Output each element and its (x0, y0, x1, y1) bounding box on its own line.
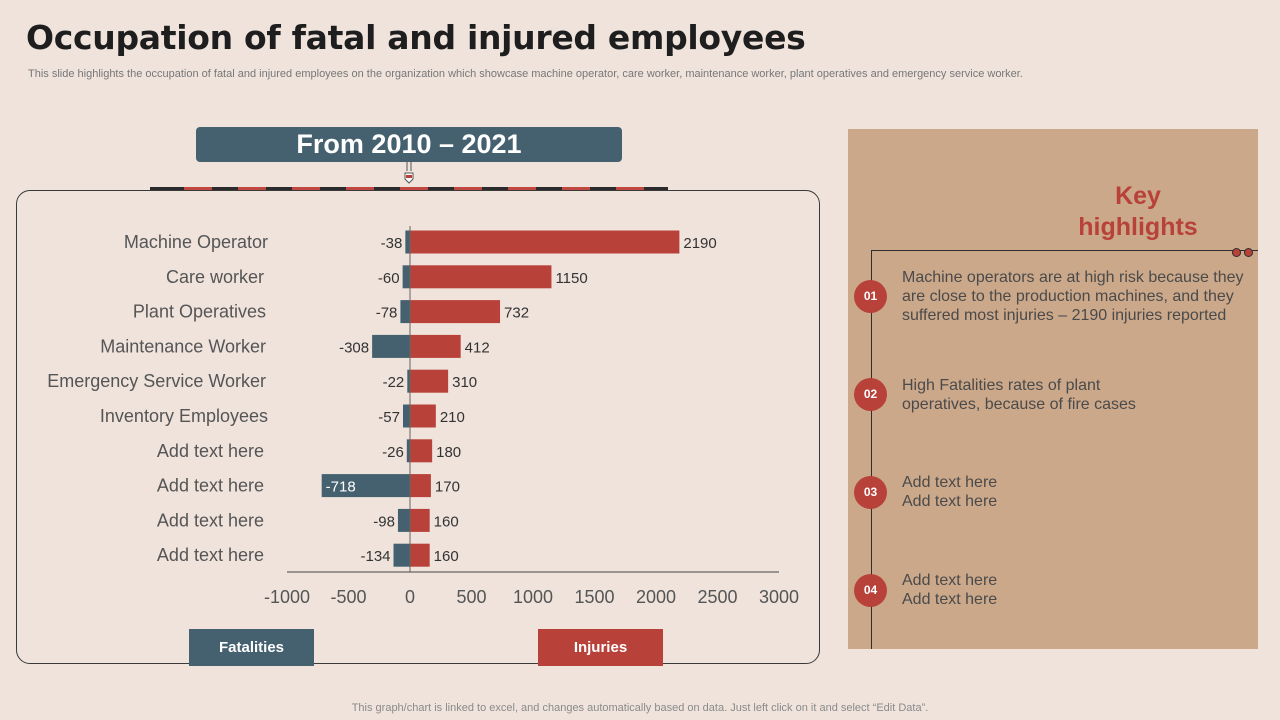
injuries-bar (410, 369, 449, 393)
x-tick-label: 1000 (513, 587, 553, 607)
injuries-bar (410, 508, 430, 532)
fatalities-bar (321, 474, 410, 498)
timeline-dot (1232, 248, 1241, 257)
fatalities-bar (397, 508, 410, 532)
x-tick-label: 500 (456, 587, 486, 607)
legend-injuries: Injuries (538, 629, 663, 666)
highlight-text-04: Add text here Add text here (902, 572, 998, 608)
x-tick-label: -1000 (264, 587, 310, 607)
x-tick-label: -500 (330, 587, 366, 607)
injuries-bar (410, 439, 433, 463)
fatalities-bar (400, 300, 410, 324)
occupation-bar-chart[interactable]: Machine Operator -38 2190 Care worker -60 115… (0, 0, 840, 620)
fatalities-data-label: -134 (360, 548, 390, 565)
fatalities-bar (372, 334, 410, 358)
footer-note: This graph/chart is linked to excel, and… (351, 702, 929, 714)
injuries-data-label: 170 (435, 479, 460, 496)
timeline-dot (1244, 248, 1253, 257)
injuries-bar (410, 300, 501, 324)
fatalities-data-label: -98 (373, 513, 395, 530)
fatalities-bar (402, 265, 410, 289)
injuries-bar (410, 474, 431, 498)
category-label: Machine Operator (124, 232, 268, 252)
injuries-bar (410, 265, 552, 289)
legend-fatalities: Fatalities (189, 629, 314, 666)
injuries-data-label: 310 (452, 374, 477, 391)
injuries-data-label: 1150 (555, 270, 587, 287)
fatalities-bar (405, 230, 410, 254)
category-label: Emergency Service Worker (47, 371, 266, 391)
fatalities-data-label: -78 (376, 305, 398, 322)
x-tick-label: 1500 (574, 587, 614, 607)
category-label: Plant Operatives (133, 302, 266, 322)
fatalities-data-label: -718 (326, 479, 356, 496)
chart-frame (16, 190, 820, 664)
x-tick-label: 2500 (697, 587, 737, 607)
fatalities-bar (406, 439, 410, 463)
category-label: Add text here (157, 441, 264, 461)
category-label: Inventory Employees (100, 406, 268, 426)
page-subtitle: This slide highlights the occupation of … (28, 68, 1023, 80)
injuries-data-label: 210 (440, 409, 465, 426)
timeline-line (871, 250, 873, 649)
fatalities-bar (393, 543, 410, 567)
x-tick-label: 2000 (636, 587, 676, 607)
injuries-data-label: 160 (434, 548, 459, 565)
highlight-text-03: Add text here Add text here (902, 474, 998, 510)
fatalities-data-label: -22 (383, 374, 405, 391)
injuries-data-label: 412 (465, 339, 490, 356)
fatalities-bar (407, 369, 410, 393)
injuries-data-label: 732 (504, 305, 529, 322)
highlight-badge-04: 04 (854, 574, 887, 607)
fatalities-data-label: -308 (339, 339, 369, 356)
category-label: Add text here (157, 545, 264, 565)
x-tick-label: 3000 (759, 587, 799, 607)
highlight-text-02: High Fatalities rates of plant operative… (902, 377, 1136, 413)
category-label: Add text here (157, 476, 264, 496)
fatalities-data-label: -38 (381, 235, 403, 252)
fatalities-data-label: -60 (378, 270, 400, 287)
key-highlights-panel: Key highlights 01 Machine operators are … (848, 129, 1258, 649)
injuries-bar (410, 334, 461, 358)
injuries-data-label: 2190 (683, 235, 716, 252)
period-banner: From 2010 – 2021 (196, 127, 622, 162)
x-tick-label: 0 (405, 587, 415, 607)
fatalities-bar (402, 404, 410, 428)
injuries-bar (410, 230, 680, 254)
page-title: Occupation of fatal and injured employee… (26, 18, 806, 57)
highlight-text-01: Machine operators are at high risk becau… (902, 269, 1244, 324)
highlight-badge-01: 01 (854, 280, 887, 313)
timeline-divider (871, 250, 1258, 252)
highlights-title: Key highlights (1078, 182, 1198, 241)
category-label: Care worker (166, 267, 264, 287)
injuries-bar (410, 543, 430, 567)
fatalities-data-label: -26 (382, 444, 404, 461)
category-label: Maintenance Worker (100, 336, 266, 356)
category-label: Add text here (157, 510, 264, 530)
highlight-badge-03: 03 (854, 476, 887, 509)
fatalities-data-label: -57 (378, 409, 400, 426)
clip-icon (404, 161, 414, 184)
highlight-badge-02: 02 (854, 378, 887, 411)
injuries-data-label: 180 (436, 444, 461, 461)
injuries-data-label: 160 (434, 513, 459, 530)
decorative-divider (150, 187, 668, 190)
injuries-bar (410, 404, 436, 428)
